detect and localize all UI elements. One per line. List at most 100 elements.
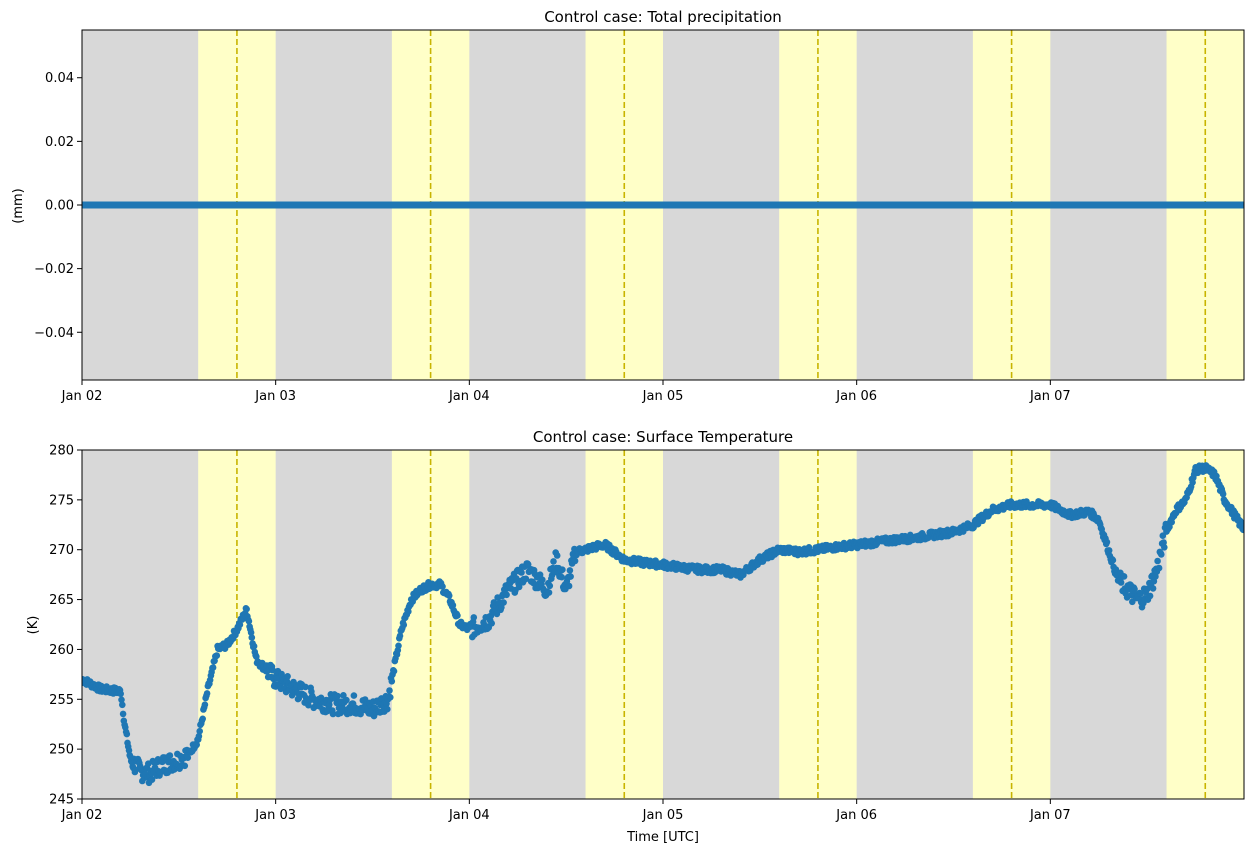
- temp-data-point-656: [566, 567, 574, 574]
- temp-data-point-629: [546, 582, 554, 590]
- temp-data-point-73: [132, 766, 139, 774]
- temp-data-point-417: [388, 678, 396, 685]
- temp-data-point-235: [252, 653, 260, 660]
- temp-data-point-1447: [1155, 564, 1163, 572]
- temp-data-point-155: [193, 741, 200, 749]
- temp-x-tick-label-5: Jan 06: [835, 808, 877, 823]
- temp-data-point-411: [384, 705, 391, 713]
- temp-data-point-414: [386, 687, 393, 694]
- temp-data-point-551: [488, 620, 496, 627]
- temp-data-point-1414: [1131, 585, 1138, 593]
- temp-x-tick-label-4: Jan 05: [642, 808, 684, 823]
- temp-series: [82, 462, 1244, 787]
- temp-data-point-53: [117, 690, 124, 698]
- temp-data-point-143: [184, 754, 192, 761]
- temp-data-point-433: [400, 621, 408, 629]
- temp-data-point-158: [195, 732, 203, 740]
- precip-y-tick-label-3: 0.00: [45, 199, 74, 214]
- temp-data-point-663: [571, 557, 579, 565]
- temp-x-tick-label-2: Jan 03: [254, 808, 296, 823]
- temp-data-point-277: [284, 673, 291, 680]
- temp-y-tick-label-8: 245: [49, 793, 74, 808]
- temp-data-point-1445: [1154, 557, 1161, 565]
- temp-data-point-305: [305, 701, 312, 709]
- precip-x-tick-label-3: Jan 04: [448, 389, 490, 404]
- temp-data-point-1454: [1161, 544, 1168, 551]
- temp-data-point-634: [550, 558, 557, 565]
- temp-data-point-139: [181, 762, 189, 770]
- temp-data-point-1533: [1219, 490, 1227, 498]
- precipitation-y-axis-label: (mm): [11, 188, 26, 223]
- temp-data-point-1377: [1103, 538, 1111, 546]
- temperature-y-axis-label: (K): [26, 616, 41, 635]
- precipitation-chart-title: Control case: Total precipitation: [544, 8, 782, 26]
- temp-data-point-527: [470, 614, 478, 621]
- temp-y-tick-label-6: 255: [49, 693, 74, 708]
- temp-data-point-55: [119, 701, 126, 709]
- temp-data-point-338: [329, 710, 337, 718]
- temp-y-tick-label-5: 260: [49, 643, 74, 658]
- precip-y-tick-label-1: 0.04: [45, 71, 74, 86]
- temp-data-point-301: [302, 683, 309, 691]
- precip-x-tick-label-4: Jan 05: [642, 389, 684, 404]
- precip-x-tick-label-5: Jan 06: [835, 389, 877, 404]
- temp-y-tick-label-1: 280: [49, 444, 74, 459]
- temp-data-point-415: [387, 694, 394, 701]
- temp-data-point-420: [390, 667, 398, 675]
- temp-data-point-222: [243, 605, 250, 613]
- temp-data-point-229: [248, 634, 256, 641]
- temp-data-point-356: [343, 696, 350, 704]
- temp-data-point-54: [118, 696, 125, 704]
- temp-data-point-159: [196, 727, 203, 735]
- temp-data-point-485: [439, 583, 446, 590]
- temp-data-point-1400: [1120, 573, 1128, 580]
- temp-data-point-166: [201, 701, 209, 708]
- temp-data-point-567: [500, 599, 507, 606]
- temp-data-point-163: [199, 715, 206, 723]
- precip-y-tick-label-5: −0.04: [34, 326, 74, 341]
- temp-data-point-177: [209, 664, 217, 671]
- temp-data-point-344: [334, 692, 341, 700]
- temp-data-point-588: [515, 583, 523, 591]
- precip-plot-area: 0.04 0.02 0.00 −0.02 −0.04 Jan 02 Jan 03 Jan 04…: [34, 29, 1245, 404]
- temp-x-tick-label-1: Jan 02: [61, 808, 103, 823]
- temp-data-point-645: [558, 573, 565, 581]
- temp-data-point-1380: [1105, 547, 1113, 554]
- temp-data-point-169: [203, 690, 211, 697]
- temp-data-point-61: [123, 730, 131, 738]
- temp-data-point-228: [247, 629, 255, 636]
- temp-data-point-283: [288, 692, 296, 699]
- precip-y-tick-label-4: −0.02: [34, 262, 74, 277]
- temp-data-point-655: [565, 582, 573, 590]
- temp-data-point-616: [536, 571, 544, 578]
- temp-data-point-628: [545, 589, 553, 596]
- precip-y-tick-label-2: 0.02: [45, 135, 74, 150]
- temp-data-point-1422: [1137, 590, 1144, 597]
- temp-data-point-1435: [1146, 592, 1154, 600]
- temp-y-tick-label-3: 270: [49, 543, 74, 558]
- temp-data-point-619: [539, 576, 546, 583]
- temp-data-point-597: [522, 575, 530, 583]
- precip-x-tick-label-1: Jan 02: [61, 389, 103, 404]
- temperature-chart-title: Control case: Surface Temperature: [533, 428, 793, 446]
- temp-data-point-232: [250, 642, 258, 650]
- temp-data-point-352: [340, 692, 347, 699]
- precip-x-tick-label-2: Jan 03: [254, 389, 296, 404]
- temp-x-tick-label-3: Jan 04: [448, 808, 490, 823]
- temp-data-point-428: [396, 632, 404, 640]
- temp-data-point-639: [553, 552, 561, 559]
- temp-data-point-213: [236, 621, 244, 628]
- temp-data-point-499: [449, 601, 457, 609]
- temp-data-point-95: [148, 776, 156, 783]
- temp-data-point-571: [503, 591, 510, 599]
- temp-data-point-1439: [1149, 585, 1157, 592]
- temp-data-point-591: [518, 569, 525, 576]
- temp-data-point-257: [269, 666, 277, 674]
- temp-data-point-505: [454, 612, 461, 619]
- temp-y-tick-label-4: 265: [49, 593, 74, 608]
- temperature-x-axis-label: Time [UTC]: [626, 830, 699, 845]
- temp-y-tick-label-2: 275: [49, 493, 74, 508]
